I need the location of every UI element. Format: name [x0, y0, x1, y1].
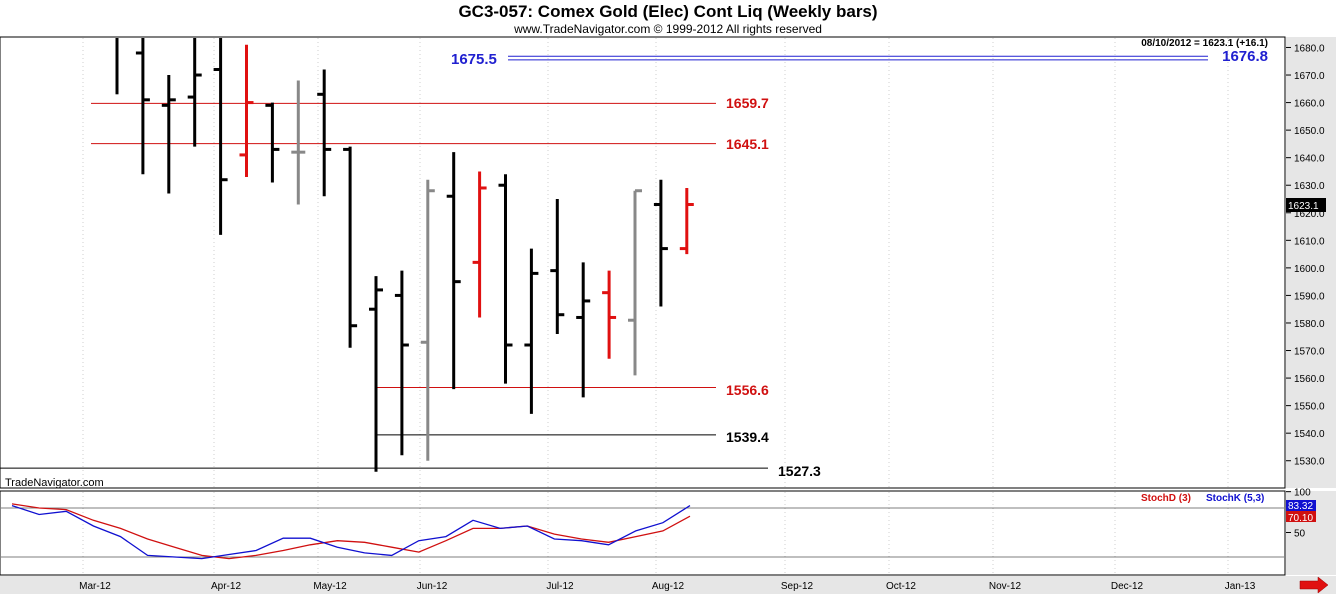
stochd-value-box: [1286, 511, 1316, 522]
y-tick-label: 1600.0: [1294, 264, 1325, 275]
ohlc-bars: [115, 38, 694, 472]
level-label: 1539.4: [726, 429, 769, 445]
price-axis: [1286, 37, 1336, 488]
x-tick-label: Jun-12: [417, 581, 448, 592]
copyright-subtitle: www.TradeNavigator.com © 1999-2012 All r…: [514, 22, 822, 36]
y-tick-label: 1610.0: [1294, 236, 1325, 247]
vertical-gridlines: [82, 38, 1229, 574]
last-price-label: 1623.1: [1288, 201, 1319, 212]
price-axis-ticks: 1530.0 1540.0 1550.0 1560.0 1570.0 1580.0 1590…: [1286, 43, 1325, 468]
price-pane: [0, 36, 1286, 489]
x-tick-label: Jan-13: [1225, 581, 1256, 592]
x-tick-label: Jul-12: [546, 581, 574, 592]
scroll-right-arrow-icon[interactable]: [1299, 576, 1329, 594]
price-readout: 08/10/2012 = 1623.1 (+16.1): [1141, 38, 1268, 49]
level-label: 1556.6: [726, 382, 769, 398]
y-tick-label: 1630.0: [1294, 181, 1325, 192]
stochastic-lines: 50 100: [1, 488, 1311, 560]
y-tick-label: 1580.0: [1294, 319, 1325, 330]
y-tick-label: 1550.0: [1294, 402, 1325, 413]
x-tick-label: Sep-12: [781, 581, 814, 592]
x-tick-label: May-12: [313, 581, 347, 592]
x-tick-label: Apr-12: [211, 581, 241, 592]
stochastic-pane: [0, 490, 1286, 576]
time-axis-ticks: Mar-12 Apr-12 May-12 Jun-12 Jul-12 Aug-12 Sep-…: [79, 581, 1256, 592]
stochd-value: 70.10: [1288, 513, 1313, 524]
x-tick-label: Nov-12: [989, 581, 1022, 592]
level-label: 1676.8: [1222, 48, 1268, 65]
y-tick-label: 1620.0: [1294, 209, 1325, 220]
y-tick-label: 1660.0: [1294, 99, 1325, 110]
chart-title: GC3-057: Comex Gold (Elec) Cont Liq (Wee…: [458, 2, 878, 21]
y-tick-label: 1540.0: [1294, 429, 1325, 440]
stochk-value-box: [1286, 500, 1316, 511]
stoch-tick-label: 50: [1294, 529, 1306, 540]
stochk-legend: StochK (5,3): [1206, 493, 1264, 504]
y-tick-label: 1560.0: [1294, 374, 1325, 385]
chart-header: GC3-057: Comex Gold (Elec) Cont Liq (Wee…: [0, 0, 1336, 37]
stoch-series-line: [11, 503, 691, 560]
y-tick-label: 1650.0: [1294, 126, 1325, 137]
level-label: 1675.5: [451, 51, 497, 68]
x-tick-label: Mar-12: [79, 581, 111, 592]
x-tick-label: Aug-12: [652, 581, 685, 592]
stoch-tick-label: 100: [1294, 488, 1311, 499]
x-tick-label: Dec-12: [1111, 581, 1144, 592]
level-label: 1527.3: [778, 463, 821, 479]
last-price-box: [1286, 198, 1326, 212]
y-tick-label: 1640.0: [1294, 154, 1325, 165]
level-label: 1645.1: [726, 136, 769, 152]
stoch-series-line: [11, 504, 691, 560]
stochk-value: 83.32: [1288, 501, 1313, 512]
y-tick-label: 1670.0: [1294, 71, 1325, 82]
y-tick-label: 1680.0: [1294, 43, 1325, 54]
watermark: TradeNavigator.com: [5, 477, 104, 489]
time-axis: [0, 576, 1336, 594]
stochd-legend: StochD (3): [1141, 493, 1191, 504]
y-tick-label: 1590.0: [1294, 291, 1325, 302]
level-label: 1659.7: [726, 95, 769, 111]
x-tick-label: Oct-12: [886, 581, 916, 592]
y-tick-label: 1530.0: [1294, 457, 1325, 468]
y-tick-label: 1570.0: [1294, 347, 1325, 358]
